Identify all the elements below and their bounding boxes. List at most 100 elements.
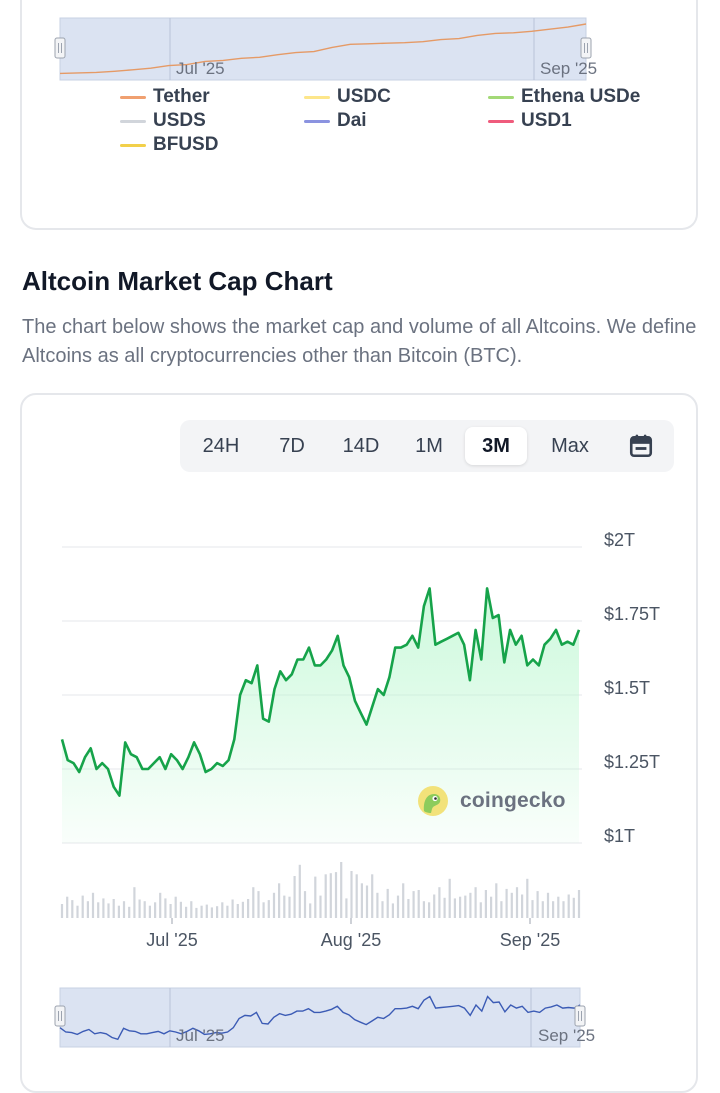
volume-bar bbox=[226, 905, 229, 918]
volume-bar bbox=[469, 892, 472, 918]
volume-bar bbox=[428, 902, 431, 918]
volume-bar bbox=[241, 901, 244, 918]
x-tick-label: Sep '25 bbox=[500, 930, 561, 950]
volume-bar bbox=[474, 887, 477, 918]
navigator-series-line bbox=[59, 23, 587, 75]
volume-bar bbox=[577, 890, 581, 918]
volume-bar bbox=[86, 901, 89, 918]
volume-bar bbox=[443, 897, 446, 918]
legend-label: Dai bbox=[337, 110, 367, 131]
legend-item[interactable]: BFUSD bbox=[120, 133, 304, 157]
altcoin-market-cap-chart[interactable]: $2T $1.75T $1.5T $1.25T $1T Jul '25 Aug '25 Sep… bbox=[0, 0, 720, 1067]
tab-3m[interactable]: 3M bbox=[465, 427, 527, 465]
volume-bar bbox=[117, 905, 120, 918]
volume-bar bbox=[174, 896, 177, 918]
legend-item[interactable]: Dai bbox=[304, 109, 488, 133]
volume-bar bbox=[122, 901, 126, 918]
tab-1m[interactable]: 1M bbox=[415, 435, 443, 457]
volume-bar bbox=[303, 891, 307, 918]
volume-bar bbox=[293, 876, 296, 918]
legend-swatch bbox=[120, 95, 146, 99]
coingecko-logo-icon bbox=[418, 786, 448, 816]
volume-bar bbox=[185, 906, 188, 918]
legend-item[interactable]: USD1 bbox=[488, 109, 672, 133]
volume-bar bbox=[453, 898, 456, 918]
volume-bar bbox=[71, 900, 74, 918]
volume-bar bbox=[350, 871, 353, 918]
volume-bar bbox=[210, 907, 213, 918]
volume-bar bbox=[526, 878, 529, 918]
y-tick-label: $1.75T bbox=[604, 604, 660, 624]
chart-legend: Tether USDC Ethena USDe USDS Dai USD1 BFUSD bbox=[120, 85, 680, 157]
y-tick-label: $1.5T bbox=[604, 678, 650, 698]
volume-bar bbox=[76, 905, 79, 918]
volume-bar bbox=[133, 887, 136, 918]
legend-swatch bbox=[488, 119, 514, 123]
section-description: The chart below shows the market cap and… bbox=[22, 316, 697, 367]
volume-bar bbox=[107, 903, 110, 918]
volume-bar bbox=[448, 878, 451, 918]
volume-bar bbox=[355, 874, 358, 918]
legend-label: Ethena USDe bbox=[521, 86, 641, 107]
legend-label: BFUSD bbox=[153, 134, 219, 155]
volume-bar bbox=[195, 907, 198, 918]
navigator-handle bbox=[580, 37, 592, 59]
top-range-navigator[interactable]: Jul '25 Sep '25 bbox=[54, 17, 597, 82]
volume-bar bbox=[396, 895, 400, 918]
legend-item[interactable]: Ethena USDe bbox=[488, 85, 672, 109]
volume-bar bbox=[376, 892, 379, 918]
volume-bar bbox=[572, 897, 575, 918]
volume-bar bbox=[112, 899, 115, 918]
volume-bar bbox=[371, 874, 374, 918]
legend-swatch bbox=[120, 143, 146, 147]
legend-label: USD1 bbox=[521, 110, 572, 131]
volume-bar bbox=[190, 901, 193, 918]
calendar-icon[interactable] bbox=[628, 433, 654, 459]
navigator-handle bbox=[54, 1005, 66, 1027]
volume-bar bbox=[490, 896, 493, 918]
y-tick-label: $2T bbox=[604, 530, 635, 550]
tab-7d[interactable]: 7D bbox=[279, 435, 305, 457]
volume-bar bbox=[562, 901, 565, 918]
volume-bar bbox=[567, 894, 570, 918]
market-cap-area bbox=[62, 588, 579, 843]
section-title: Altcoin Market Cap Chart bbox=[22, 266, 333, 296]
legend-item[interactable]: USDC bbox=[304, 85, 488, 109]
navigator-x-label: Sep '25 bbox=[540, 59, 597, 78]
volume-bar bbox=[309, 903, 312, 918]
legend-item[interactable]: USDS bbox=[120, 109, 304, 133]
volume-bar bbox=[262, 902, 265, 918]
legend-swatch bbox=[304, 119, 330, 123]
legend-item[interactable]: Tether bbox=[120, 85, 304, 109]
volume-bar bbox=[179, 901, 182, 918]
legend-label: Tether bbox=[153, 86, 210, 107]
volume-bar bbox=[128, 906, 131, 918]
volume-bar bbox=[236, 904, 239, 918]
volume-bar bbox=[272, 892, 276, 918]
volume-bar bbox=[334, 872, 338, 918]
volume-bar bbox=[91, 892, 95, 918]
volume-bar bbox=[438, 887, 441, 918]
volume-bar bbox=[536, 891, 539, 918]
navigator-handle bbox=[54, 37, 66, 59]
x-tick-label: Jul '25 bbox=[146, 930, 197, 950]
volume-bar bbox=[402, 883, 405, 918]
volume-bar bbox=[148, 905, 151, 918]
tab-max[interactable]: Max bbox=[551, 435, 589, 457]
volume-bar bbox=[205, 904, 208, 918]
volume-bar bbox=[515, 887, 519, 918]
volume-bar bbox=[159, 892, 162, 918]
tab-14d[interactable]: 14D bbox=[342, 435, 380, 457]
volume-bar bbox=[365, 885, 369, 918]
volume-bar bbox=[231, 899, 234, 918]
volume-bar bbox=[164, 898, 167, 918]
time-range-tabs: 24H 7D 14D 1M 3M Max bbox=[180, 420, 674, 472]
volume-bar bbox=[546, 892, 550, 918]
legend-swatch bbox=[120, 119, 146, 123]
tab-24h[interactable]: 24H bbox=[202, 435, 240, 457]
volume-bar bbox=[531, 900, 534, 918]
volume-bar bbox=[521, 894, 524, 918]
stablecoin-chart-card: Jul '25 Sep '25 Tether USDC Ethena USDe USDS… bbox=[20, 0, 698, 230]
volume-bar bbox=[81, 895, 84, 918]
volume-bar bbox=[459, 896, 462, 918]
